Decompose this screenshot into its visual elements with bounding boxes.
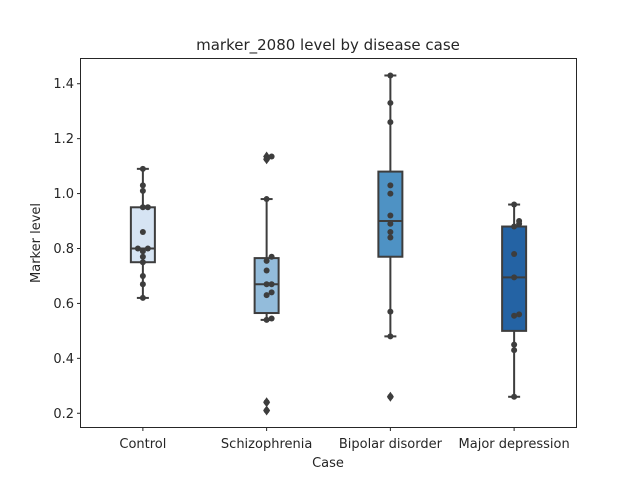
data-point <box>139 294 146 301</box>
data-point <box>263 257 270 264</box>
data-point <box>263 407 270 414</box>
data-point <box>516 218 523 225</box>
data-point <box>387 234 394 241</box>
data-point <box>263 399 270 406</box>
x-tick-label: Major depression <box>459 437 570 452</box>
data-point <box>511 393 518 400</box>
data-point <box>263 156 270 163</box>
data-point <box>511 341 518 348</box>
y-tick-label: 0.8 <box>53 242 74 257</box>
data-point <box>139 229 146 236</box>
data-point <box>511 223 518 230</box>
data-point <box>139 204 146 211</box>
y-tick-label: 1.0 <box>53 187 74 202</box>
data-point <box>268 289 275 296</box>
data-point <box>263 316 270 323</box>
y-tick-label: 1.2 <box>53 132 74 147</box>
data-point <box>511 201 518 208</box>
data-point <box>387 333 394 340</box>
data-point <box>511 250 518 257</box>
data-point <box>387 220 394 227</box>
data-point <box>139 182 146 189</box>
x-tick-label: Control <box>119 437 166 452</box>
data-point <box>387 99 394 106</box>
data-point <box>144 204 151 211</box>
y-tick-label: 0.4 <box>53 352 74 367</box>
data-point <box>139 259 146 266</box>
data-point <box>139 248 146 255</box>
data-point <box>139 272 146 279</box>
data-point <box>144 245 151 252</box>
x-axis: Control Schizophrenia Bipolar disorder Majo… <box>119 427 570 452</box>
box-group <box>253 151 280 416</box>
data-point <box>263 281 270 288</box>
x-tick-label: Bipolar disorder <box>339 437 443 452</box>
data-point <box>268 315 275 322</box>
y-tick-label: 0.2 <box>53 407 74 422</box>
data-point <box>387 212 394 219</box>
data-point <box>387 72 394 79</box>
data-point <box>263 292 270 299</box>
box-group <box>129 165 156 301</box>
data-point <box>263 267 270 274</box>
data-point <box>268 281 275 288</box>
data-point <box>263 196 270 203</box>
data-point <box>139 253 146 260</box>
data-point <box>134 245 141 252</box>
data-point <box>511 347 518 354</box>
data-point <box>387 119 394 126</box>
y-tick-label: 1.4 <box>53 77 74 92</box>
data-point <box>139 187 146 194</box>
x-axis-label: Case <box>312 456 344 471</box>
y-tick-label: 0.6 <box>53 297 74 312</box>
data-point <box>387 393 394 400</box>
y-axis: 0.2 0.4 0.6 0.8 1.0 1.2 1.4 <box>53 77 81 422</box>
data-point <box>511 274 518 281</box>
data-point <box>387 190 394 197</box>
data-point <box>268 253 275 260</box>
data-point <box>387 229 394 236</box>
box-group <box>377 72 404 402</box>
data-point <box>387 182 394 189</box>
plot-area <box>129 72 528 416</box>
y-axis-label: Marker level <box>29 203 44 283</box>
data-point <box>387 308 394 315</box>
x-tick-label: Schizophrenia <box>221 437 312 452</box>
plot-frame <box>80 58 577 428</box>
chart-title: marker_2080 level by disease case <box>196 36 460 55</box>
box-group <box>501 201 528 400</box>
data-point <box>516 311 523 318</box>
data-point <box>511 312 518 319</box>
data-point <box>139 165 146 172</box>
data-point <box>268 153 275 160</box>
data-point <box>139 281 146 288</box>
